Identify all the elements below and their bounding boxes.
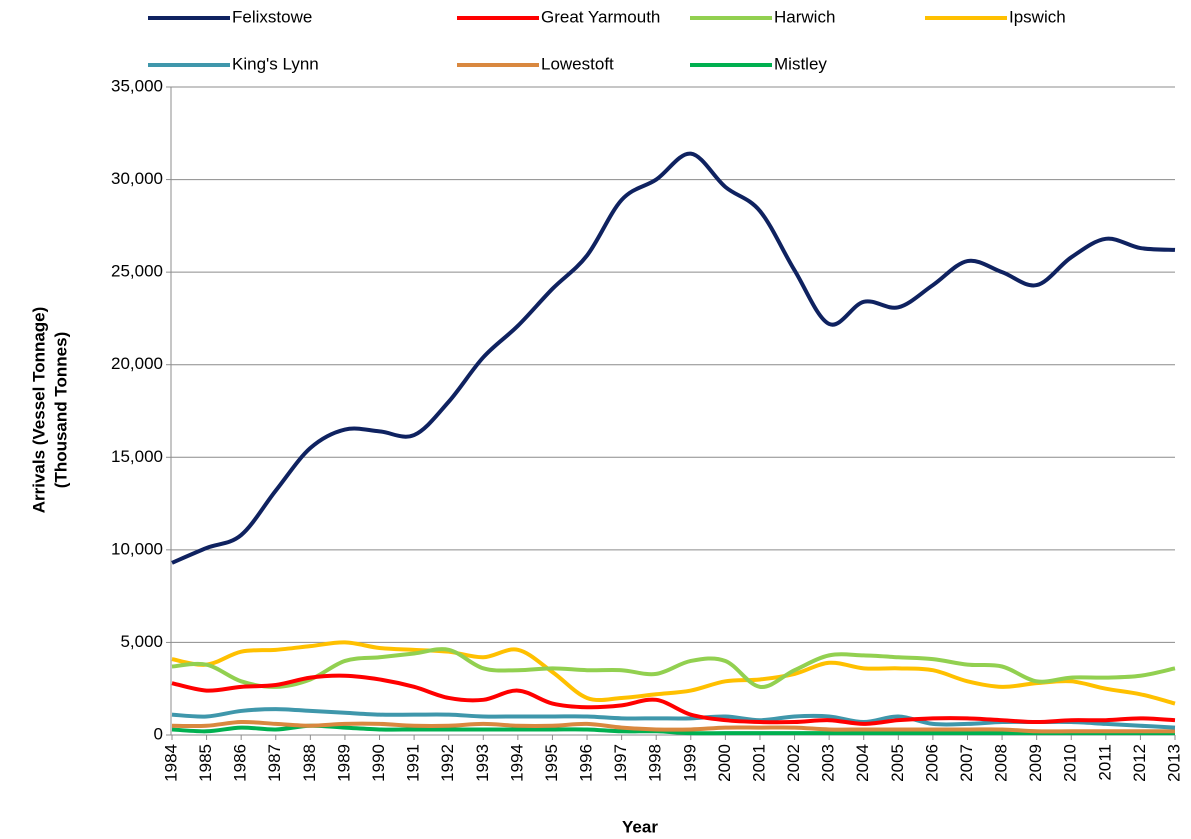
x-tick-label: 1988	[300, 744, 319, 782]
series-line	[171, 151, 1176, 565]
x-tick-label: 1998	[646, 744, 665, 782]
x-tick-label: 1986	[231, 744, 250, 782]
y-axis-label: (Thousand Tonnes)	[51, 332, 70, 488]
x-tick-label: 2012	[1130, 744, 1149, 782]
x-tick-label: 2006	[922, 744, 941, 782]
x-tick-label: 2009	[1026, 744, 1045, 782]
x-tick-label: 1999	[680, 744, 699, 782]
x-tick-label: 1989	[334, 744, 353, 782]
legend-label: King's Lynn	[232, 54, 319, 73]
legend-label: Harwich	[774, 7, 835, 26]
x-tick-label: 1993	[473, 744, 492, 782]
x-tick-label: 2002	[784, 744, 803, 782]
x-tick-label: 2007	[957, 744, 976, 782]
x-tick-label: 1996	[577, 744, 596, 782]
legend-label: Mistley	[774, 54, 827, 73]
y-tick-label: 10,000	[111, 539, 163, 558]
x-tick-label: 2011	[1095, 744, 1114, 781]
x-tick-label: 2001	[749, 744, 768, 782]
series-line	[171, 673, 1176, 726]
x-tick-label: 2005	[888, 744, 907, 782]
x-tick-label: 1992	[438, 744, 457, 782]
x-tick-label: 1990	[369, 744, 388, 782]
x-tick-label: 1985	[196, 744, 215, 782]
x-tick-label: 2013	[1164, 744, 1183, 782]
x-axis-label: Year	[622, 817, 658, 836]
y-tick-label: 15,000	[111, 447, 163, 466]
x-tick-label: 2010	[1061, 744, 1080, 782]
y-tick-label: 30,000	[111, 169, 163, 188]
y-tick-label: 5,000	[120, 632, 163, 651]
y-tick-label: 35,000	[111, 76, 163, 95]
series-line	[171, 647, 1176, 689]
y-tick-label: 0	[154, 724, 163, 743]
y-tick-label: 20,000	[111, 354, 163, 373]
legend-label: Lowestoft	[541, 54, 614, 73]
y-axis-label: Arrivals (Vessel Tonnage)	[29, 307, 48, 514]
x-tick-label: 1994	[507, 744, 526, 782]
y-tick-label: 25,000	[111, 262, 163, 281]
x-tick-label: 1997	[611, 744, 630, 782]
series-line	[171, 723, 1175, 736]
series-line	[171, 720, 1175, 734]
x-tick-label: 1987	[265, 744, 284, 782]
legend-label: Great Yarmouth	[541, 7, 660, 26]
legend-label: Ipswich	[1009, 7, 1066, 26]
x-tick-label: 2000	[715, 744, 734, 782]
x-tick-label: 1984	[161, 744, 180, 782]
x-tick-label: 2008	[992, 744, 1011, 782]
legend-label: Felixstowe	[232, 7, 312, 26]
x-tick-label: 1991	[404, 744, 423, 782]
series-line	[171, 640, 1176, 706]
x-tick-label: 1995	[542, 744, 561, 782]
x-tick-label: 2004	[853, 744, 872, 782]
x-tick-label: 2003	[819, 744, 838, 782]
